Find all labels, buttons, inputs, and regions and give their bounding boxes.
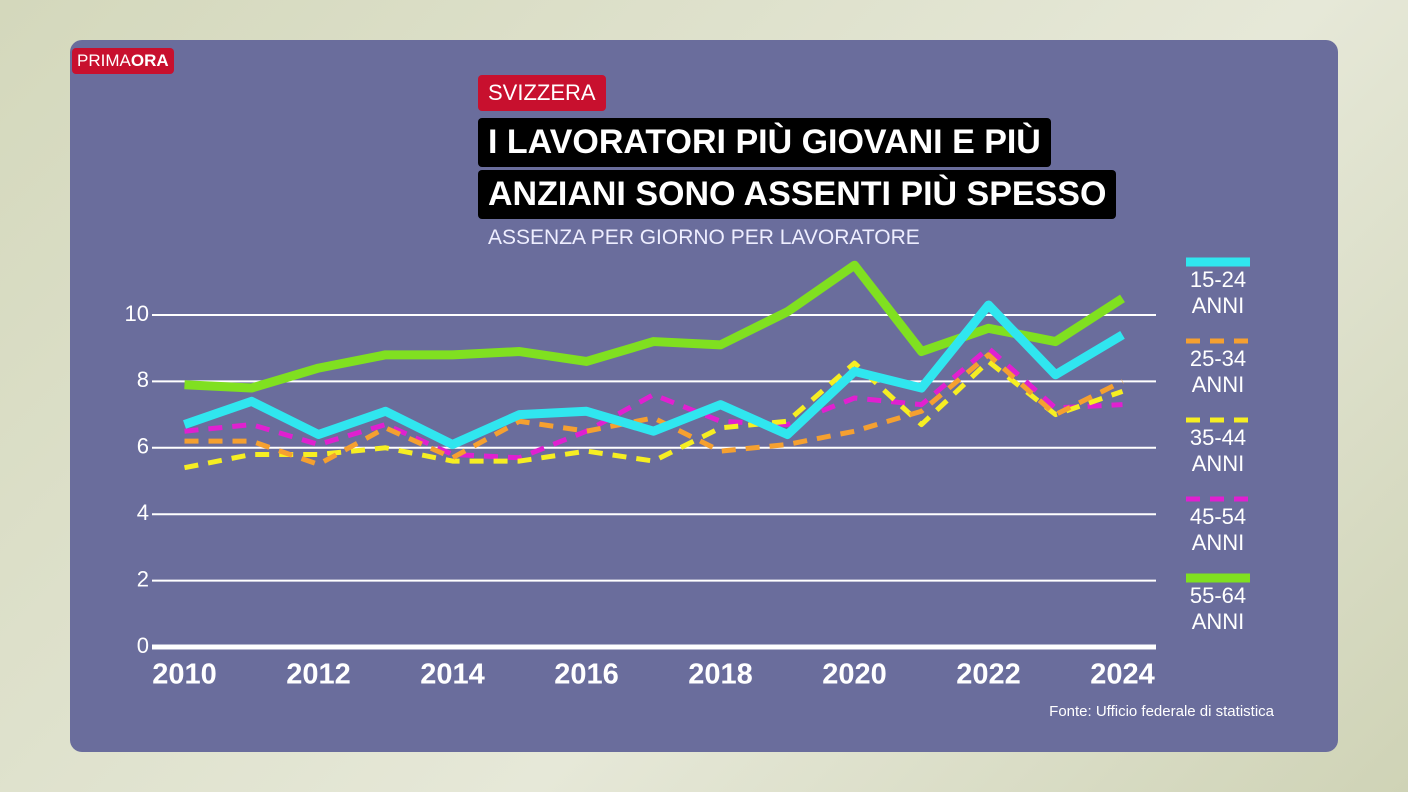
x-tick-label: 2014 [420,659,485,691]
x-tick-label: 2016 [554,659,619,691]
source-note: Fonte: Ufficio federale di statistica [1049,703,1274,720]
series-line [183,300,1125,449]
x-tick-label: 2020 [822,659,887,691]
brand-logo: PRIMAORA [72,48,174,74]
brand-prima: PRIMA [77,51,131,70]
y-tick-label: 2 [137,566,149,591]
y-tick-label: 4 [137,500,149,525]
chart-title: I LAVORATORI PIÙ GIOVANI E PIÙ [478,118,1051,167]
legend-label: 15-24 ANNI [1189,267,1247,318]
chart-title: ANZIANI SONO ASSENTI PIÙ SPESSO [478,170,1117,219]
x-tick-label: 2010 [152,659,217,691]
x-tick-label: 2012 [286,659,351,691]
kicker: SVIZZERA [478,75,606,111]
x-tick-label: 2018 [688,659,753,691]
legend-label: 45-54 ANNI [1189,504,1247,555]
x-tick-label: 2022 [956,659,1021,691]
series-line [184,358,1124,471]
y-tick-label: 6 [137,434,149,459]
y-tick-label: 0 [137,633,149,658]
y-tick-label: 10 [125,301,149,326]
chart-subtitle: ASSENZA PER GIORNO PER LAVORATORE [488,226,920,249]
y-tick-label: 8 [137,367,149,392]
legend-label: 25-34 ANNI [1189,346,1247,397]
legend-label: 35-44 ANNI [1189,425,1247,476]
legend-label: 55-64 ANNI [1189,583,1247,634]
brand-ora: ORA [130,51,169,70]
x-tick-label: 2024 [1090,659,1155,691]
